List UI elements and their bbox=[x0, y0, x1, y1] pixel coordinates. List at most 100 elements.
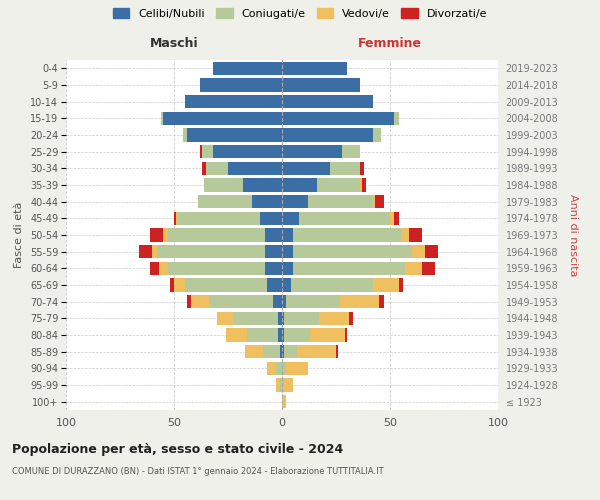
Bar bbox=[282, 245, 293, 258]
Bar bbox=[422, 262, 436, 275]
Bar bbox=[282, 62, 347, 75]
Bar bbox=[204, 178, 243, 192]
Bar bbox=[252, 195, 282, 208]
Bar bbox=[243, 178, 282, 192]
Bar bbox=[282, 112, 394, 125]
Bar bbox=[286, 362, 308, 375]
Bar bbox=[412, 245, 425, 258]
Bar bbox=[209, 295, 274, 308]
Text: Femmine: Femmine bbox=[358, 37, 422, 50]
Bar bbox=[247, 328, 278, 342]
Bar bbox=[280, 378, 282, 392]
Bar bbox=[379, 295, 383, 308]
Bar bbox=[213, 62, 282, 75]
Bar bbox=[290, 278, 373, 291]
Bar bbox=[185, 278, 267, 291]
Bar bbox=[282, 78, 360, 92]
Bar bbox=[308, 195, 373, 208]
Bar bbox=[191, 295, 209, 308]
Bar bbox=[226, 328, 247, 342]
Bar bbox=[282, 262, 293, 275]
Bar bbox=[275, 362, 282, 375]
Bar bbox=[405, 262, 422, 275]
Text: Popolazione per età, sesso e stato civile - 2024: Popolazione per età, sesso e stato civil… bbox=[12, 442, 343, 456]
Bar bbox=[139, 245, 152, 258]
Bar bbox=[161, 112, 163, 125]
Bar bbox=[245, 345, 263, 358]
Bar bbox=[373, 128, 382, 141]
Y-axis label: Fasce di età: Fasce di età bbox=[14, 202, 25, 268]
Bar bbox=[150, 228, 163, 241]
Bar bbox=[213, 145, 282, 158]
Bar bbox=[398, 278, 403, 291]
Bar bbox=[263, 345, 280, 358]
Bar bbox=[187, 295, 191, 308]
Bar bbox=[360, 162, 364, 175]
Bar bbox=[284, 378, 293, 392]
Bar bbox=[293, 245, 412, 258]
Bar bbox=[373, 195, 375, 208]
Bar bbox=[150, 262, 159, 275]
Bar bbox=[282, 228, 293, 241]
Bar bbox=[167, 228, 265, 241]
Bar bbox=[274, 295, 282, 308]
Bar bbox=[265, 245, 282, 258]
Bar bbox=[159, 262, 167, 275]
Bar bbox=[265, 262, 282, 275]
Bar bbox=[275, 378, 280, 392]
Legend: Celibi/Nubili, Coniugati/e, Vedovi/e, Divorzati/e: Celibi/Nubili, Coniugati/e, Vedovi/e, Di… bbox=[110, 6, 490, 21]
Bar bbox=[200, 145, 202, 158]
Bar bbox=[174, 278, 185, 291]
Bar bbox=[344, 328, 347, 342]
Bar bbox=[349, 312, 353, 325]
Bar bbox=[390, 212, 394, 225]
Bar bbox=[228, 162, 282, 175]
Bar bbox=[319, 312, 349, 325]
Bar bbox=[282, 178, 317, 192]
Bar bbox=[282, 145, 343, 158]
Bar bbox=[329, 162, 360, 175]
Bar bbox=[336, 345, 338, 358]
Bar bbox=[163, 112, 282, 125]
Bar bbox=[375, 195, 383, 208]
Bar bbox=[170, 278, 174, 291]
Text: Maschi: Maschi bbox=[149, 37, 199, 50]
Bar bbox=[282, 312, 284, 325]
Bar bbox=[310, 328, 344, 342]
Bar bbox=[282, 378, 284, 392]
Bar bbox=[282, 95, 373, 108]
Bar bbox=[340, 295, 379, 308]
Bar bbox=[360, 178, 362, 192]
Bar bbox=[182, 128, 187, 141]
Bar bbox=[373, 278, 398, 291]
Bar bbox=[343, 145, 360, 158]
Bar bbox=[157, 245, 265, 258]
Bar bbox=[280, 345, 282, 358]
Bar bbox=[235, 312, 278, 325]
Bar bbox=[152, 245, 157, 258]
Bar bbox=[297, 345, 336, 358]
Bar bbox=[282, 328, 284, 342]
Bar bbox=[202, 145, 213, 158]
Bar bbox=[267, 278, 282, 291]
Bar bbox=[265, 228, 282, 241]
Bar bbox=[282, 212, 299, 225]
Bar bbox=[202, 162, 206, 175]
Bar bbox=[284, 312, 319, 325]
Bar bbox=[394, 212, 398, 225]
Bar bbox=[293, 228, 401, 241]
Y-axis label: Anni di nascita: Anni di nascita bbox=[568, 194, 578, 276]
Bar bbox=[278, 312, 282, 325]
Bar bbox=[362, 178, 366, 192]
Bar bbox=[167, 262, 265, 275]
Bar bbox=[278, 328, 282, 342]
Bar bbox=[282, 278, 290, 291]
Text: COMUNE DI DURAZZANO (BN) - Dati ISTAT 1° gennaio 2024 - Elaborazione TUTTITALIA.: COMUNE DI DURAZZANO (BN) - Dati ISTAT 1°… bbox=[12, 468, 383, 476]
Bar bbox=[284, 345, 297, 358]
Bar bbox=[299, 212, 390, 225]
Bar bbox=[282, 395, 286, 408]
Bar bbox=[187, 128, 282, 141]
Bar bbox=[286, 295, 340, 308]
Bar bbox=[282, 128, 373, 141]
Bar bbox=[174, 212, 176, 225]
